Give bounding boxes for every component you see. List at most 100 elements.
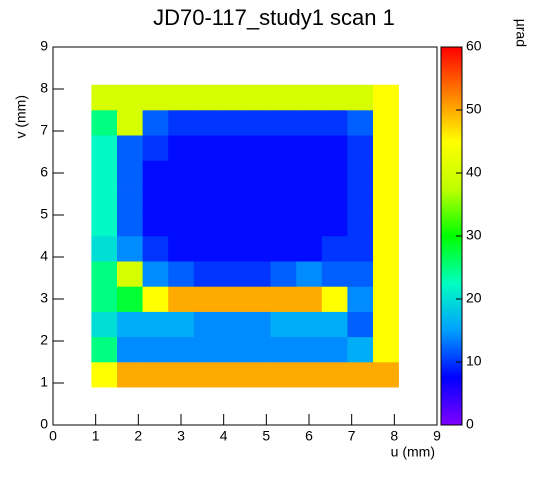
heatmap-cell [193, 286, 220, 312]
heatmap-cell [117, 110, 143, 136]
heatmap-cell [219, 110, 246, 136]
heatmap-cell [373, 286, 399, 312]
heatmap-cell [193, 160, 220, 186]
x-tick-label: 1 [92, 428, 100, 444]
x-tick-label: 6 [305, 428, 313, 444]
heatmap-cell [117, 362, 143, 388]
heatmap-cell [168, 362, 195, 388]
heatmap-cell [373, 311, 399, 338]
heatmap-cell [193, 362, 220, 388]
heatmap-cell [321, 336, 348, 363]
heatmap-cell [270, 110, 297, 136]
heatmap-cell [142, 160, 169, 186]
heatmap-cell [168, 286, 195, 312]
heatmap-cell [321, 160, 348, 186]
heatmap-cell [168, 261, 195, 287]
heatmap-cell [245, 236, 271, 262]
heatmap-cell [91, 286, 118, 312]
heatmap-cell [296, 160, 323, 186]
heatmap-cell [321, 236, 348, 262]
heatmap-cell [245, 362, 271, 388]
x-axis-label: u (mm) [391, 444, 435, 460]
heatmap-cell [245, 311, 271, 338]
heatmap-cell [219, 261, 246, 287]
heatmap-cell [193, 135, 220, 161]
heatmap-cell [117, 84, 143, 111]
heatmap-cell [219, 286, 246, 312]
heatmap-cell [296, 236, 323, 262]
heatmap-cell [245, 261, 271, 287]
heatmap-cell [347, 362, 374, 388]
heatmap-cell [142, 110, 169, 136]
heatmap-cell [347, 160, 374, 186]
heatmap-cell [91, 84, 118, 111]
heatmap-cell [296, 210, 323, 237]
y-tick-label: 0 [40, 416, 48, 432]
heatmap-cell [168, 236, 195, 262]
x-tick-label: 5 [262, 428, 270, 444]
colorbar-tick-label: 60 [466, 38, 482, 54]
heatmap-cell [91, 110, 118, 136]
heatmap-cell [321, 185, 348, 212]
heatmap-cell [142, 135, 169, 161]
heatmap-cell [168, 210, 195, 237]
heatmap-cell [347, 286, 374, 312]
y-tick-label: 2 [40, 332, 48, 348]
heatmap-cell [373, 84, 399, 111]
heatmap-cell [321, 210, 348, 237]
heatmap-cell [270, 160, 297, 186]
heatmap-cell [193, 210, 220, 237]
heatmap-cell [91, 185, 118, 212]
heatmap-cell [117, 210, 143, 237]
y-tick-label: 3 [40, 290, 48, 306]
x-tick-label: 0 [49, 428, 57, 444]
heatmap-cell [142, 362, 169, 388]
colorbar-tick-label: 30 [466, 227, 482, 243]
heatmap-cell [321, 286, 348, 312]
heatmap-cell [373, 185, 399, 212]
heatmap-cell [373, 210, 399, 237]
colorbar-tick-label: 10 [466, 353, 482, 369]
heatmap-cell [347, 84, 374, 111]
heatmap-cell [347, 210, 374, 237]
heatmap-cell [142, 185, 169, 212]
chart-title: JD70-117_study1 scan 1 [153, 5, 395, 30]
y-tick-label: 9 [40, 38, 48, 54]
heatmap-cell [142, 336, 169, 363]
heatmap-cell [193, 236, 220, 262]
heatmap-cell [270, 210, 297, 237]
heatmap-cell [347, 261, 374, 287]
heatmap-cell [117, 185, 143, 212]
heatmap-cell [142, 286, 169, 312]
heatmap-cell [296, 362, 323, 388]
heatmap-cell [373, 261, 399, 287]
heatmap-cell [270, 236, 297, 262]
y-axis-label: v (mm) [13, 95, 29, 139]
plot-frame [52, 46, 438, 426]
heatmap-cell [270, 135, 297, 161]
heatmap-cell [219, 336, 246, 363]
heatmap-cell [91, 160, 118, 186]
y-tick-label: 5 [40, 206, 48, 222]
heatmap-cell [347, 236, 374, 262]
heatmap-cell [117, 286, 143, 312]
heatmap-cell [168, 185, 195, 212]
heatmap-cell [296, 311, 323, 338]
heatmap-cell [117, 261, 143, 287]
heatmap-cell [168, 110, 195, 136]
heatmap-cell [142, 84, 169, 111]
heatmap-cell [219, 135, 246, 161]
heatmap-cell [270, 261, 297, 287]
heatmap-cell [117, 135, 143, 161]
heatmap-cell [117, 236, 143, 262]
heatmap-cell [142, 311, 169, 338]
heatmap-cell [219, 311, 246, 338]
heatmap-cell [270, 185, 297, 212]
heatmap-cell [347, 336, 374, 363]
x-tick-label: 2 [134, 428, 142, 444]
colorbar-tick-label: 0 [466, 416, 474, 432]
heatmap-cell [193, 185, 220, 212]
heatmap-cell [193, 84, 220, 111]
